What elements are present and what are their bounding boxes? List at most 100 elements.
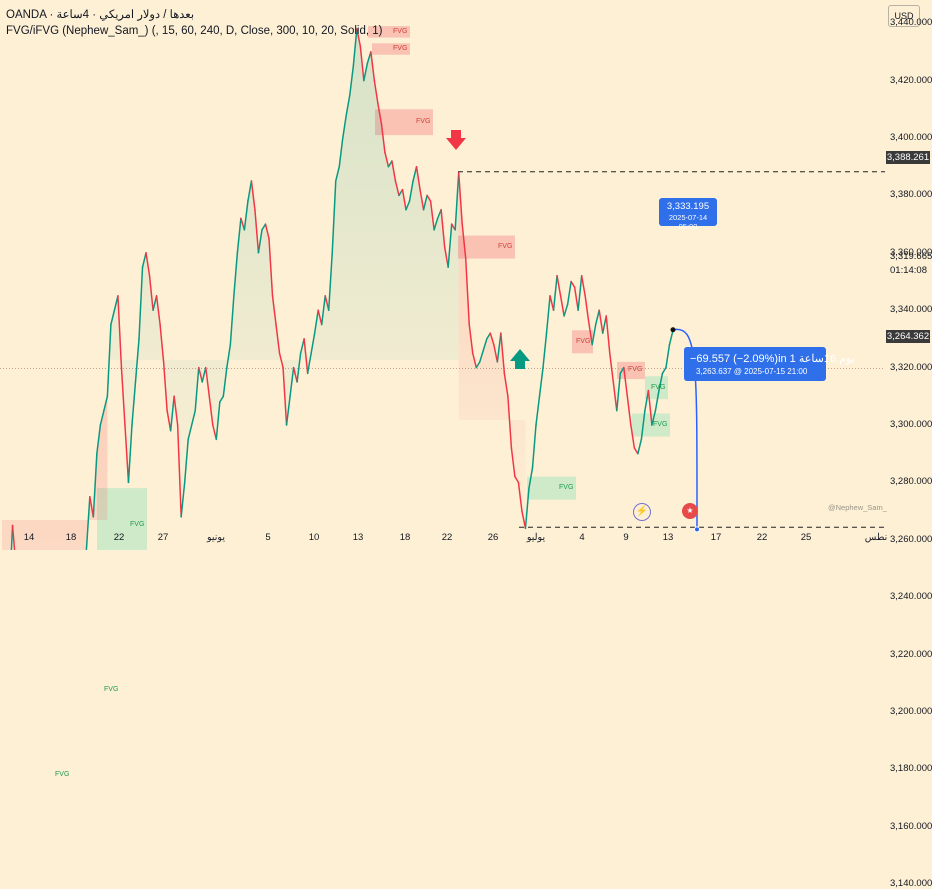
price-segment <box>292 366 298 383</box>
price-segment <box>549 295 555 311</box>
price-segment <box>510 447 516 478</box>
price-segment <box>317 309 323 326</box>
currency-button[interactable]: USD <box>888 5 920 27</box>
price-segment <box>528 467 534 489</box>
current-price-label: 3,319.665 <box>890 251 932 262</box>
price-segment <box>11 524 16 550</box>
price-segment <box>391 160 397 182</box>
price-segment <box>587 320 593 346</box>
price-segment <box>580 275 586 297</box>
price-segment <box>313 309 319 334</box>
price-segment <box>415 165 421 191</box>
price-segment <box>514 475 520 484</box>
price-segment <box>320 295 326 326</box>
price-segment <box>594 309 600 326</box>
time-tick: 17 <box>710 532 722 543</box>
fvg-label: FVG <box>104 686 119 694</box>
price-segment <box>120 366 126 426</box>
symbol-title: OANDA · بعدها / دولار امريكي · 4ساعة <box>6 9 195 21</box>
time-tick: 13 <box>662 532 674 543</box>
price-segment <box>651 409 657 426</box>
price-segment <box>229 295 235 346</box>
price-segment <box>10 524 14 550</box>
fvg-zone-bullish <box>632 413 670 437</box>
price-tick: 3,200.000 <box>890 706 932 717</box>
time-tick: 18 <box>399 532 411 543</box>
high-line-price-tag: 3,388.261 <box>886 151 930 164</box>
time-tick: يونيو <box>207 532 225 543</box>
price-segment <box>609 352 615 383</box>
fvg-zone-bearish <box>572 330 593 354</box>
us-flag-icon[interactable]: ★ <box>682 503 698 519</box>
price-segment <box>658 372 664 392</box>
price-segment <box>542 332 548 369</box>
price-segment <box>563 303 569 317</box>
price-tick: 3,340.000 <box>890 304 932 316</box>
fvg-zone-bearish <box>375 109 433 136</box>
price-segment <box>429 200 435 231</box>
buy-arrow-icon <box>510 349 530 369</box>
fvg-label: FVG <box>130 521 145 529</box>
price-segment <box>405 200 411 211</box>
price-segment <box>190 409 196 426</box>
price-segment <box>468 323 474 354</box>
price-segment <box>524 487 530 530</box>
price-segment <box>654 389 660 412</box>
price-segment <box>482 338 488 352</box>
price-segment <box>173 395 179 426</box>
price-segment <box>422 194 428 211</box>
price-segment <box>131 381 137 426</box>
price-segment <box>349 65 355 96</box>
price-tick: 3,160.000 <box>890 820 932 832</box>
price-segment <box>183 438 189 484</box>
price-segment <box>612 381 618 412</box>
price-tick: 3,220.000 <box>890 648 932 660</box>
price-segment <box>264 223 270 240</box>
price-segment <box>384 151 390 168</box>
indicator-title: FVG/iFVG (Nephew_Sam_) (, 15, 60, 240, D… <box>6 25 383 37</box>
price-segment <box>464 257 470 326</box>
price-segment <box>668 329 674 346</box>
fvg-label: FVG <box>393 27 408 35</box>
price-segment <box>85 496 91 550</box>
price-segment <box>176 424 182 518</box>
fvg-zone-bullish <box>645 376 668 400</box>
time-tick: 13 <box>352 532 364 543</box>
price-segment <box>327 252 333 311</box>
price-segment <box>275 323 281 354</box>
price-segment <box>454 171 460 231</box>
price-segment <box>127 424 133 484</box>
price-segment <box>138 266 144 340</box>
price-segment <box>356 28 362 47</box>
price-tick: 3,320.000 <box>890 361 932 373</box>
price-segment <box>299 338 305 354</box>
price-segment <box>370 51 376 82</box>
price-segment <box>145 252 151 277</box>
lightning-icon[interactable]: ⚡ <box>633 503 651 521</box>
price-segment <box>282 366 288 426</box>
projection-target: 3,263.637 @ 2025-07-15 21:00 <box>696 367 808 376</box>
price-segment <box>271 295 277 326</box>
fvg-zone-bearish <box>372 43 410 55</box>
price-segment <box>250 180 256 211</box>
price-segment <box>233 252 239 297</box>
time-tick: 10 <box>308 532 320 543</box>
price-segment <box>141 252 147 268</box>
price-segment <box>303 338 309 375</box>
price-segment <box>623 366 629 398</box>
price-segment <box>601 315 608 334</box>
price-tick: 3,440.000 <box>890 17 932 29</box>
price-segment <box>187 424 193 441</box>
price-segment <box>630 424 636 449</box>
price-segment <box>503 372 509 398</box>
price-segment <box>226 343 232 369</box>
time-tick: 4 <box>579 532 585 543</box>
price-segment <box>363 62 369 82</box>
peak-value: 3,333.195 <box>666 201 710 212</box>
price-segment <box>493 343 499 363</box>
price-segment <box>89 496 95 518</box>
price-chart[interactable] <box>0 0 932 550</box>
price-segment <box>331 180 337 254</box>
price-segment <box>633 447 639 455</box>
price-segment <box>545 295 551 334</box>
